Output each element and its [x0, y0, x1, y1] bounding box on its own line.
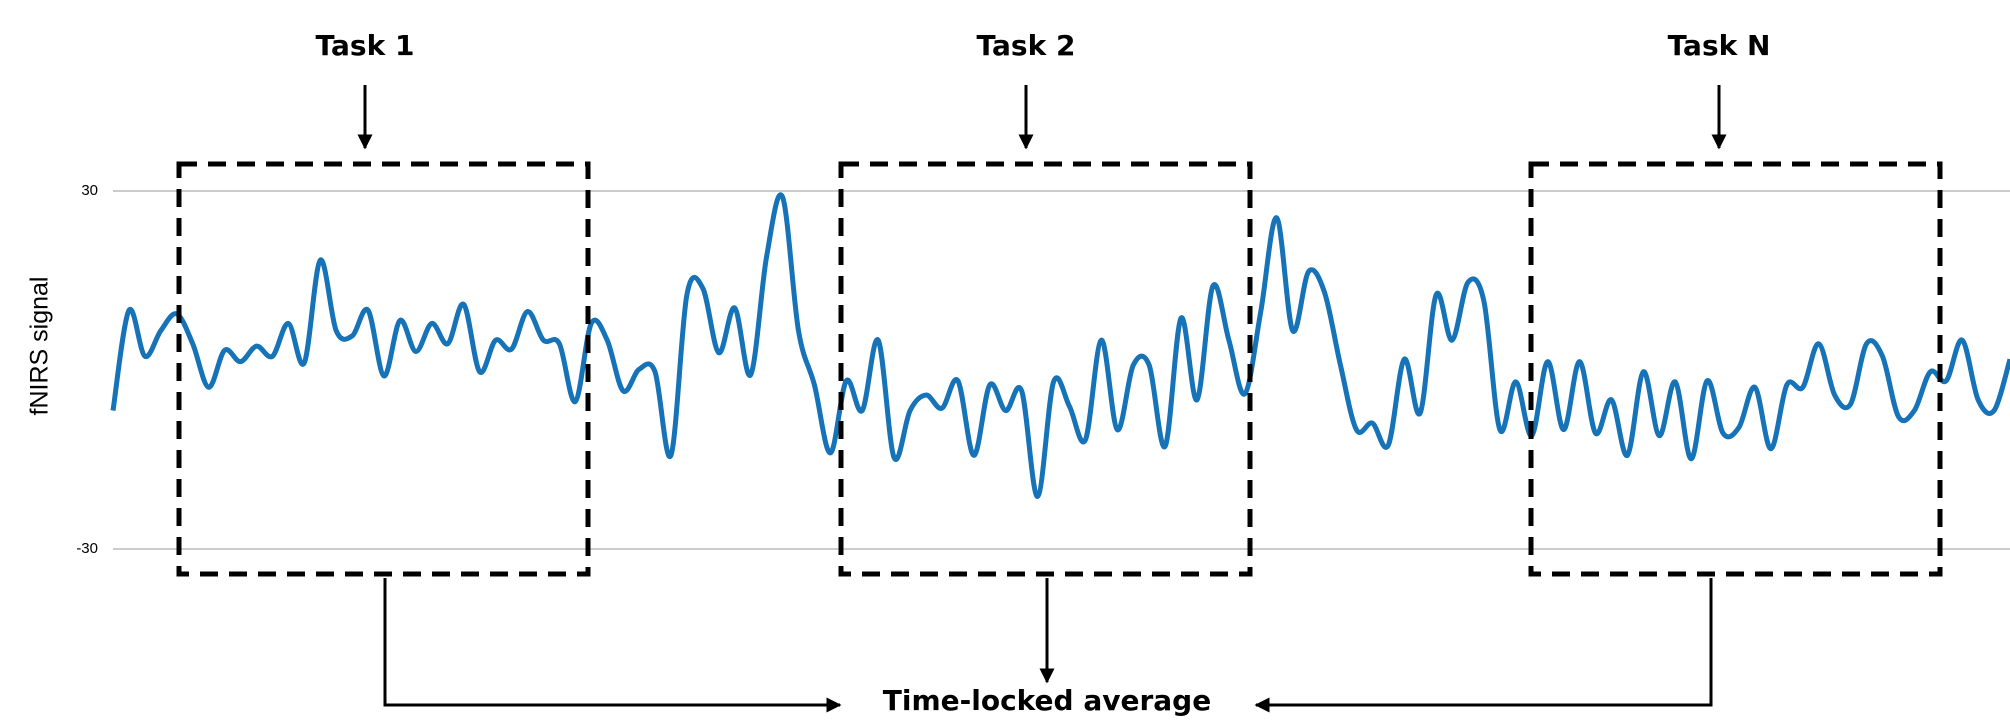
arrow [383, 578, 842, 713]
y-tick-label: -30 [76, 540, 98, 557]
task-label: Task 1 [316, 29, 415, 62]
task-window [176, 161, 591, 577]
y-axis-label: fNIRS signal [26, 277, 54, 416]
plot: -30 30 [76, 182, 2010, 557]
result-label: Time-locked average [883, 684, 1211, 717]
task-label: Task 2 [977, 29, 1076, 62]
signal-line [110, 192, 2010, 499]
arrow [1254, 578, 1713, 713]
task-window [1528, 161, 1943, 577]
task-label: Task N [1668, 29, 1771, 62]
task-window [838, 161, 1253, 577]
y-tick-label: 30 [81, 182, 98, 199]
